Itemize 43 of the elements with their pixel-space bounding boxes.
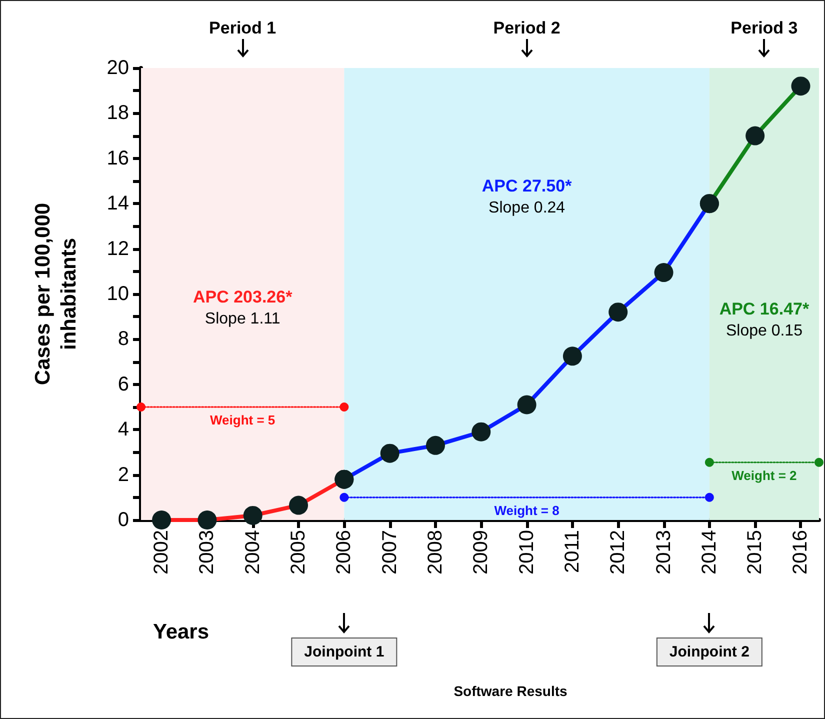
- annotation: Slope 0.24: [488, 200, 566, 216]
- band-label: Period 3: [730, 18, 798, 38]
- band-label: Period 2: [493, 18, 560, 38]
- text: Joinpoint 2: [669, 644, 750, 660]
- annotation: APC 27.50*: [482, 176, 572, 196]
- y-tick-label: 16: [106, 147, 129, 170]
- y-tick-label: 14: [106, 192, 129, 215]
- y-tick-label: 12: [106, 238, 129, 260]
- x-tick-label: 2012: [607, 530, 630, 574]
- x-tick-label: 2004: [242, 530, 264, 574]
- annotation: Slope 0.15: [726, 322, 803, 340]
- y-tick-label: 2: [118, 464, 129, 486]
- y-tick-label: 4: [118, 418, 129, 441]
- x-tick-label: 2005: [288, 530, 310, 574]
- x-axis-title: Years: [152, 620, 210, 644]
- y-tick-label: 20: [106, 57, 129, 79]
- x-tick-label: 2011: [561, 530, 584, 574]
- text: Joinpoint 1: [304, 644, 384, 660]
- series-label: Weight = 2: [732, 468, 797, 483]
- text: Software Results: [454, 683, 568, 699]
- series-label: Weight = 8: [494, 502, 560, 518]
- y-tick-label: 10: [106, 283, 129, 305]
- x-tick-label: 2016: [790, 530, 812, 574]
- x-tick-label: 2002: [150, 530, 173, 574]
- x-tick-label: 2013: [652, 530, 675, 574]
- y-tick-label: 0: [118, 509, 129, 531]
- series-label: Weight = 5: [210, 412, 276, 428]
- x-tick-label: 2008: [424, 530, 446, 574]
- y-tick-label: 18: [106, 102, 129, 124]
- annotation: APC 203.26*: [192, 288, 293, 306]
- x-tick-label: 2014: [698, 530, 720, 574]
- annotation: Slope 1.11: [204, 310, 280, 328]
- x-tick-label: 2006: [333, 530, 356, 574]
- y-tick-label: 8: [118, 328, 129, 350]
- annotation: APC 16.47*: [719, 300, 810, 318]
- x-tick-label: 2010: [516, 530, 538, 574]
- x-tick-label: 2015: [744, 530, 766, 574]
- band-label: Period 1: [209, 18, 276, 38]
- y-tick-label: 6: [118, 373, 129, 396]
- x-tick-label: 2007: [378, 530, 401, 574]
- y-axis-title: Cases per 100,000 inhabitants: [32, 202, 80, 386]
- x-tick-label: 2009: [470, 530, 492, 574]
- x-tick-label: 2003: [196, 530, 218, 574]
